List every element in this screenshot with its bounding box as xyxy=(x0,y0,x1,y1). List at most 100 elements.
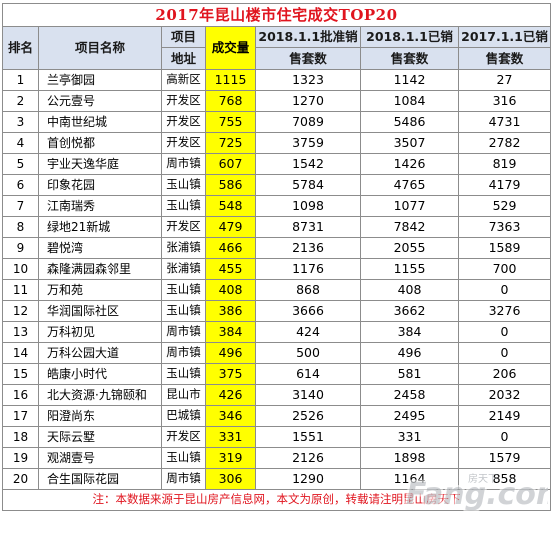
volume-cell: 455 xyxy=(205,258,256,280)
volume-cell: 755 xyxy=(205,111,256,133)
area-cell: 高新区 xyxy=(161,69,206,91)
header-row-1: 排名 项目名称 项目 成交量 2018.1.1批准销 2018.1.1已销 20… xyxy=(2,26,551,70)
sold-2017-cell: 0 xyxy=(458,426,551,448)
volume-cell: 725 xyxy=(205,132,256,154)
area-cell: 玉山镇 xyxy=(161,174,206,196)
rank-cell: 8 xyxy=(2,216,39,238)
volume-cell: 375 xyxy=(205,363,256,385)
sold-2018-cell: 2458 xyxy=(360,384,459,406)
area-cell: 玉山镇 xyxy=(161,195,206,217)
area-cell: 玉山镇 xyxy=(161,300,206,322)
table-row: 9 碧悦湾 张浦镇 466 2136 2055 1589 xyxy=(2,237,551,259)
area-cell: 昆山市 xyxy=(161,384,206,406)
header-sold2017-line1: 2017.1.1已销 xyxy=(458,26,551,48)
approved-cell: 1551 xyxy=(255,426,361,448)
sold-2018-cell: 408 xyxy=(360,279,459,301)
volume-cell: 331 xyxy=(205,426,256,448)
sold-2017-cell: 1589 xyxy=(458,237,551,259)
rank-cell: 5 xyxy=(2,153,39,175)
approved-cell: 2526 xyxy=(255,405,361,427)
project-name-cell: 合生国际花园 xyxy=(38,468,162,490)
project-name-cell: 森隆满园森邻里 xyxy=(38,258,162,280)
project-name-cell: 印象花园 xyxy=(38,174,162,196)
volume-cell: 319 xyxy=(205,447,256,469)
header-rank: 排名 xyxy=(2,26,39,70)
sold-2017-cell: 206 xyxy=(458,363,551,385)
volume-cell: 408 xyxy=(205,279,256,301)
header-sold2018-line2: 售套数 xyxy=(360,47,459,70)
volume-cell: 496 xyxy=(205,342,256,364)
header-approved-line2: 售套数 xyxy=(255,47,361,70)
volume-cell: 548 xyxy=(205,195,256,217)
area-cell: 开发区 xyxy=(161,90,206,112)
sold-2017-cell: 700 xyxy=(458,258,551,280)
sold-2017-cell: 2782 xyxy=(458,132,551,154)
volume-cell: 479 xyxy=(205,216,256,238)
project-name-cell: 万科初见 xyxy=(38,321,162,343)
header-project: 项目名称 xyxy=(38,26,162,70)
sold-2018-cell: 2495 xyxy=(360,405,459,427)
rank-cell: 11 xyxy=(2,279,39,301)
area-cell: 张浦镇 xyxy=(161,258,206,280)
rank-cell: 3 xyxy=(2,111,39,133)
sold-2018-cell: 2055 xyxy=(360,237,459,259)
project-name-cell: 江南瑞秀 xyxy=(38,195,162,217)
table-row: 19 观湖壹号 玉山镇 319 2126 1898 1579 xyxy=(2,447,551,469)
project-name-cell: 阳澄尚东 xyxy=(38,405,162,427)
approved-cell: 1098 xyxy=(255,195,361,217)
approved-cell: 8731 xyxy=(255,216,361,238)
approved-cell: 1323 xyxy=(255,69,361,91)
approved-cell: 2126 xyxy=(255,447,361,469)
project-name-cell: 北大资源·九锦颐和 xyxy=(38,384,162,406)
approved-cell: 868 xyxy=(255,279,361,301)
project-name-cell: 绿地21新城 xyxy=(38,216,162,238)
rank-cell: 7 xyxy=(2,195,39,217)
area-cell: 开发区 xyxy=(161,216,206,238)
sold-2017-cell: 27 xyxy=(458,69,551,91)
approved-cell: 614 xyxy=(255,363,361,385)
project-name-cell: 公元壹号 xyxy=(38,90,162,112)
project-name-cell: 首创悦都 xyxy=(38,132,162,154)
sold-2018-cell: 1898 xyxy=(360,447,459,469)
volume-cell: 306 xyxy=(205,468,256,490)
rank-cell: 10 xyxy=(2,258,39,280)
sold-2017-cell: 529 xyxy=(458,195,551,217)
sold-2018-cell: 3507 xyxy=(360,132,459,154)
rank-cell: 4 xyxy=(2,132,39,154)
project-name-cell: 万和苑 xyxy=(38,279,162,301)
area-cell: 玉山镇 xyxy=(161,363,206,385)
rank-cell: 16 xyxy=(2,384,39,406)
sold-2017-cell: 2149 xyxy=(458,405,551,427)
sold-2017-cell: 2032 xyxy=(458,384,551,406)
approved-cell: 1290 xyxy=(255,468,361,490)
rank-cell: 2 xyxy=(2,90,39,112)
approved-cell: 1270 xyxy=(255,90,361,112)
volume-cell: 384 xyxy=(205,321,256,343)
approved-cell: 2136 xyxy=(255,237,361,259)
table-row: 2 公元壹号 开发区 768 1270 1084 316 xyxy=(2,90,551,112)
project-name-cell: 宇业天逸华庭 xyxy=(38,153,162,175)
header-volume: 成交量 xyxy=(205,26,256,70)
volume-cell: 346 xyxy=(205,405,256,427)
sold-2018-cell: 1142 xyxy=(360,69,459,91)
header-area-line2: 地址 xyxy=(161,47,206,70)
sold-2018-cell: 7842 xyxy=(360,216,459,238)
rank-cell: 12 xyxy=(2,300,39,322)
area-cell: 周市镇 xyxy=(161,321,206,343)
table-row: 8 绿地21新城 开发区 479 8731 7842 7363 xyxy=(2,216,551,238)
approved-cell: 500 xyxy=(255,342,361,364)
area-cell: 周市镇 xyxy=(161,342,206,364)
table-row: 1 兰亭御园 高新区 1115 1323 1142 27 xyxy=(2,69,551,91)
ranking-table: 2017年昆山楼市住宅成交TOP20 排名 项目名称 项目 成交量 2018.1… xyxy=(2,3,551,511)
project-name-cell: 天际云墅 xyxy=(38,426,162,448)
rank-cell: 1 xyxy=(2,69,39,91)
approved-cell: 1176 xyxy=(255,258,361,280)
sold-2017-cell: 316 xyxy=(458,90,551,112)
approved-cell: 1542 xyxy=(255,153,361,175)
sold-2018-cell: 1077 xyxy=(360,195,459,217)
rank-cell: 19 xyxy=(2,447,39,469)
sold-2018-cell: 1155 xyxy=(360,258,459,280)
sold-2017-cell: 0 xyxy=(458,342,551,364)
watermark-text: Fang.com xyxy=(406,477,548,512)
sold-2017-cell: 7363 xyxy=(458,216,551,238)
